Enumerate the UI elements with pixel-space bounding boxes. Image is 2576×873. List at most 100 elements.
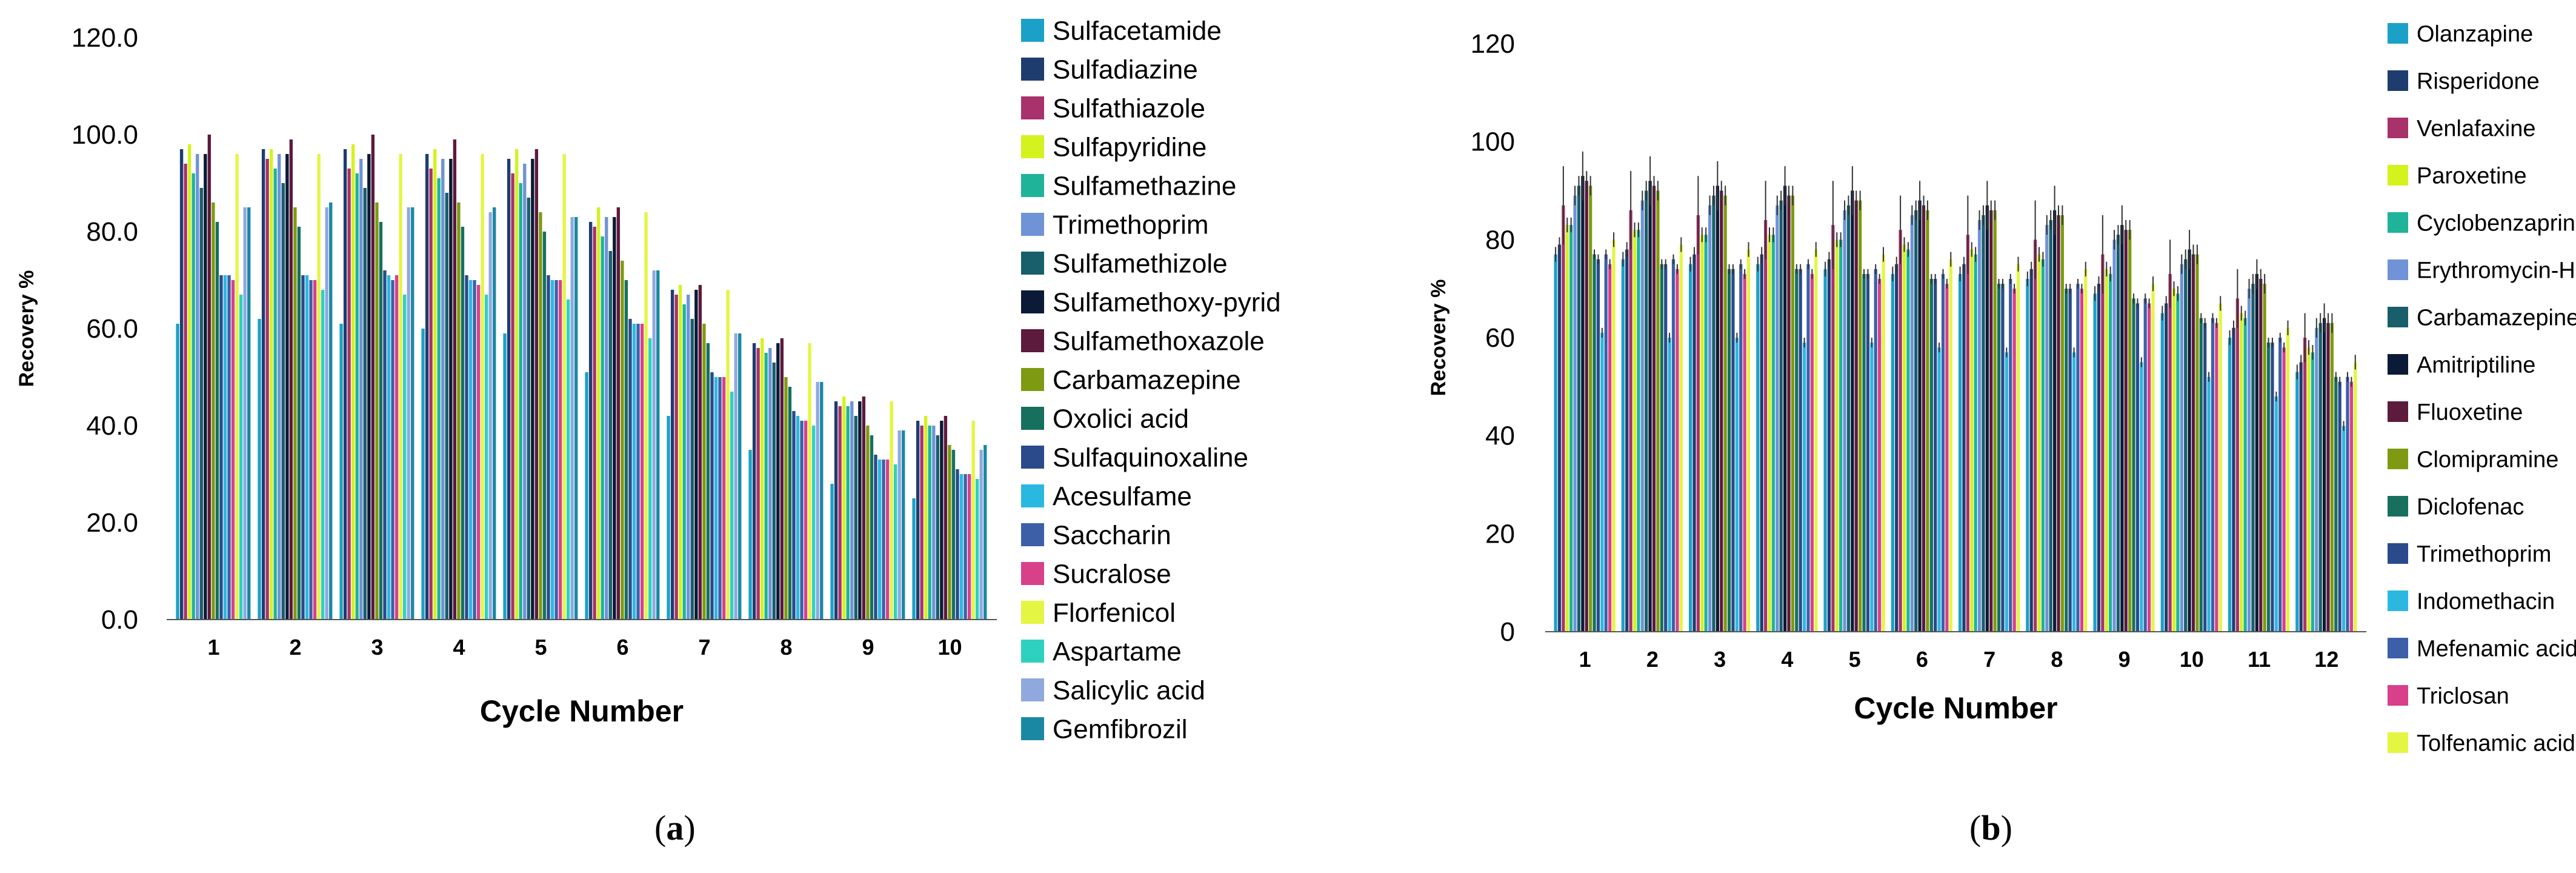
bar-a-cycle-6-gemfibrozil <box>656 270 660 620</box>
bar-a-cycle-4-florfenicol <box>481 154 484 620</box>
bar-a-cycle-7-salicylic-acid <box>734 333 737 620</box>
bar-a-cycle-9-aspartame <box>893 464 897 620</box>
bar-b-cycle-4-carbamazepine <box>1779 200 1783 632</box>
bar-a-cycle-9-sulfamethizole <box>854 416 857 620</box>
bar-b-cycle-11-clomipramine <box>2263 284 2266 632</box>
bar-b-cycle-5-triclosan <box>1878 279 1882 632</box>
bar-b-cycle-11-indomethacin <box>2274 396 2278 632</box>
legend-label: Sulfadiazine <box>1053 55 1198 84</box>
bar-a-cycle-2-carbamazepine <box>293 207 297 620</box>
bar-b-cycle-9-venlafaxine <box>2101 254 2105 632</box>
x-tick-label: 8 <box>2051 647 2063 672</box>
panel-label-b: (b) <box>1969 808 2012 848</box>
bar-b-cycle-8-erythromycin-h2o <box>2045 225 2049 632</box>
bar-a-cycle-6-trimethoprim <box>605 217 608 620</box>
legend-label: Sucralose <box>1053 559 1171 589</box>
bar-b-cycle-2-indomethacin <box>1668 338 1671 632</box>
bar-a-cycle-4-sulfamethoxy-pyrid <box>449 159 453 620</box>
legend-label: Sulfacetamide <box>1053 16 1222 45</box>
bar-a-cycle-3-aspartame <box>402 295 407 620</box>
bar-a-cycle-8-oxolici-acid <box>788 387 792 620</box>
bar-b-cycle-7-tolfenamic-acid <box>2016 264 2020 632</box>
bar-a-cycle-8-sulfamethoxazole <box>780 338 784 620</box>
bar-a-cycle-2-sulfamethizole <box>281 183 285 620</box>
bar-a-cycle-5-sulfathiazole <box>511 173 514 620</box>
bar-b-cycle-1-trimethoprim <box>1596 259 1600 632</box>
bar-a-cycle-2-sulfamethoxy-pyrid <box>285 154 289 620</box>
x-axis-title: Cycle Number <box>1854 691 2057 725</box>
bar-a-cycle-9-carbamazepine <box>866 426 870 620</box>
bar-a-cycle-10-acesulfame <box>959 474 964 620</box>
bar-b-cycle-5-cyclobenzaprine <box>1839 239 1843 632</box>
legend-swatch <box>2388 449 2408 469</box>
bar-a-cycle-9-sulfamethazine <box>846 406 850 620</box>
bar-a-cycle-10-carbamazepine <box>948 445 951 620</box>
bar-b-cycle-10-olanzapine <box>2160 313 2164 632</box>
bar-b-cycle-5-olanzapine <box>1823 269 1827 632</box>
bar-b-cycle-9-risperidone <box>2097 284 2101 632</box>
bar-b-cycle-9-diclofenac <box>2132 298 2135 632</box>
bar-b-cycle-5-erythromycin-h2o <box>1843 210 1846 632</box>
bar-b-cycle-7-carbamazepine <box>1982 215 1985 632</box>
bar-a-cycle-2-sulfaquinoxaline <box>301 275 305 620</box>
x-tick-label: 4 <box>453 635 465 660</box>
bar-a-cycle-6-sulfathiazole <box>593 227 596 620</box>
bar-a-cycle-2-oxolici-acid <box>297 227 301 620</box>
y-tick-label: 60 <box>1485 323 1515 353</box>
bar-a-cycle-1-sulfamethoxazole <box>207 135 211 620</box>
bar-b-cycle-9-tolfenamic-acid <box>2151 284 2155 632</box>
bar-a-cycle-4-aspartame <box>484 295 488 620</box>
bar-b-cycle-5-risperidone <box>1827 259 1831 632</box>
bar-a-cycle-2-salicylic-acid <box>325 207 328 620</box>
bar-b-cycle-1-tolfenamic-acid <box>1612 239 1616 632</box>
bar-a-cycle-9-florfenicol <box>890 401 893 620</box>
bar-a-cycle-1-sulfamethoxy-pyrid <box>204 154 207 620</box>
bar-a-cycle-6-saccharin <box>636 324 640 620</box>
bar-b-cycle-1-diclofenac <box>1593 254 1596 632</box>
legend-label: Trimethoprim <box>2417 541 2551 567</box>
bar-b-cycle-1-carbamazepine <box>1577 186 1581 632</box>
bar-b-cycle-2-fluoxetine <box>1652 186 1656 632</box>
bar-a-cycle-5-sulfadiazine <box>507 159 511 620</box>
bar-a-cycle-7-aspartame <box>730 392 734 620</box>
bar-b-cycle-11-risperidone <box>2232 327 2235 632</box>
bar-a-cycle-1-sucralose <box>231 280 235 620</box>
chart-a: 0.0 20.0 40.0 60.0 80.0 100.0 120.0 Recovery % 1… <box>15 16 1281 744</box>
bar-a-cycle-6-sulfamethazine <box>601 236 604 620</box>
bar-a-cycle-1-gemfibrozil <box>247 207 251 620</box>
bar-b-cycle-3-olanzapine <box>1688 264 1692 632</box>
bar-b-cycle-1-risperidone <box>1557 244 1562 632</box>
legend-label: Sulfapyridine <box>1053 132 1206 162</box>
bar-b-cycle-12-clomipramine <box>2330 323 2334 632</box>
bar-b-cycle-9-mefenamic-acid <box>2143 298 2147 632</box>
bar-b-cycle-4-trimethoprim <box>1799 269 1802 632</box>
bar-b-cycle-3-amitriptiline <box>1716 186 1719 632</box>
bar-b-cycle-4-olanzapine <box>1756 264 1760 632</box>
bar-a-cycle-7-oxolici-acid <box>706 343 710 620</box>
bar-a-cycle-2-sulfamethazine <box>273 169 277 620</box>
bar-a-cycle-10-sulfamethazine <box>928 426 931 620</box>
bar-b-cycle-12-carbamazepine <box>2318 323 2322 632</box>
bar-b-cycle-12-cyclobenzaprine <box>2311 352 2315 632</box>
bar-a-cycle-6-aspartame <box>648 338 652 620</box>
bar-b-cycle-12-olanzapine <box>2295 372 2299 632</box>
bar-b-cycle-5-venlafaxine <box>1831 225 1835 632</box>
bar-a-cycle-2-sulfapyridine <box>270 149 273 620</box>
bar-a-cycle-2-sulfadiazine <box>261 149 265 620</box>
bar-a-cycle-6-sulfapyridine <box>597 207 601 620</box>
bar-a-cycle-6-sulfaquinoxaline <box>628 319 632 620</box>
legend-label: Fluoxetine <box>2417 400 2523 425</box>
bar-b-cycle-4-erythromycin-h2o <box>1776 205 1779 632</box>
bar-b-cycle-11-tolfenamic-acid <box>2286 327 2290 632</box>
bar-a-cycle-10-sulfaquinoxaline <box>956 469 959 620</box>
legend-label: Olanzapine <box>2417 21 2533 47</box>
bar-a-cycle-5-salicylic-acid <box>570 217 574 620</box>
bar-b-cycle-6-fluoxetine <box>1922 205 1926 632</box>
bar-b-cycle-5-paroxetine <box>1835 239 1839 632</box>
bar-b-cycle-1-triclosan <box>1608 264 1612 632</box>
bar-a-cycle-10-aspartame <box>975 479 979 620</box>
legend-swatch <box>1021 678 1044 701</box>
bar-b-cycle-6-indomethacin <box>1937 347 1941 632</box>
bar-a-cycle-4-sulfathiazole <box>429 169 433 620</box>
